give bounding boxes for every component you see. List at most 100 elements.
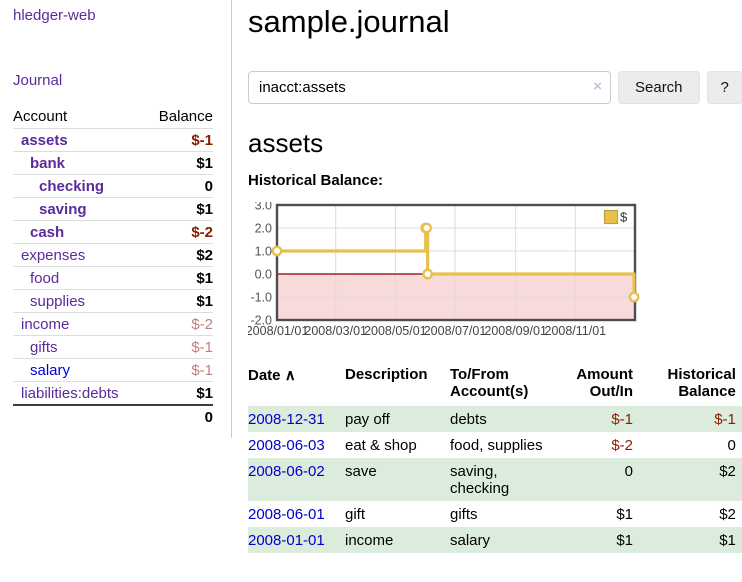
transaction-accounts: salary [450,531,491,549]
account-link-cash[interactable]: cash [30,224,65,241]
main-content: sample.journal × Search ? assets Histori… [232,0,742,553]
svg-text:-2.0: -2.0 [250,313,272,327]
transaction-date-link[interactable]: 2008-06-01 [248,505,325,523]
transaction-date-link[interactable]: 2008-01-01 [248,531,325,549]
account-link-saving[interactable]: saving [39,201,87,218]
page-title: sample.journal [248,4,450,39]
account-link-bank[interactable]: bank [30,155,66,172]
sidebar: hledger-web Journal Account Balance asse… [0,0,232,438]
account-row-assets: assets $-1 [13,128,213,152]
transaction-accounts: saving, checking [450,462,510,497]
transaction-accounts: food, supplies [450,436,543,454]
date-column-header[interactable]: Date ∧ [248,366,296,384]
clear-search-icon[interactable]: × [593,77,602,95]
transaction-description: eat & shop [345,436,417,454]
account-balance: 0 [145,174,213,198]
transaction-date-link[interactable]: 2008-06-02 [248,462,325,480]
transaction-date-link[interactable]: 2008-12-31 [248,410,325,428]
account-link-expenses[interactable]: expenses [21,247,86,264]
amount-column-header: Amount Out/In [576,365,633,400]
svg-text:2008/03/01: 2008/03/01 [304,324,367,338]
transaction-amount: $-2 [611,436,633,454]
account-balance: $1 [145,197,213,221]
transaction-balance: $1 [719,531,736,549]
account-balance: $-1 [145,335,213,359]
svg-text:2008/11/01: 2008/11/01 [545,324,607,338]
account-link-food[interactable]: food [30,270,60,287]
account-heading: assets [248,127,324,158]
register-row: 2008-06-02 save saving, checking 0 $2 [248,457,742,501]
account-row-income: income $-2 [13,312,213,336]
search-input[interactable] [248,70,611,104]
svg-text:2008/01/01: 2008/01/01 [248,324,308,338]
transaction-accounts: debts [450,410,487,428]
account-balance: $2 [145,243,213,267]
account-balance: $-1 [145,358,213,382]
svg-text:2008/07/01: 2008/07/01 [424,324,487,338]
svg-text:2.0: 2.0 [255,221,272,235]
transaction-accounts: gifts [450,505,478,523]
brand-link[interactable]: hledger-web [13,7,96,24]
account-balance: $1 [145,266,213,290]
account-row-cash: cash $-2 [13,220,213,244]
svg-text:0.0: 0.0 [255,267,272,281]
account-row-expenses: expenses $2 [13,243,213,267]
accounts-table: Account Balance assets $-1 bank $1 check… [13,105,213,429]
svg-text:$: $ [620,209,628,224]
transaction-balance: $2 [719,505,736,523]
account-balance: $-2 [145,312,213,336]
account-link-supplies[interactable]: supplies [30,293,86,310]
account-link-liabilities-debts[interactable]: liabilities:debts [21,385,119,402]
account-link-assets[interactable]: assets [21,132,68,149]
transaction-amount: $1 [616,531,633,549]
accounts-column-header: To/From Account(s) [450,365,529,400]
accounts-header-row: Account Balance [13,105,213,129]
account-row-saving: saving $1 [13,197,213,221]
transaction-amount: $-1 [611,410,633,428]
register-row: 2008-01-01 income salary $1 $1 [248,526,742,553]
account-row-bank: bank $1 [13,151,213,175]
register-row: 2008-06-03 eat & shop food, supplies $-2… [248,432,742,458]
account-row-checking: checking 0 [13,174,213,198]
balance-column-header: Balance [158,108,213,125]
search-form: × Search ? [248,70,742,104]
help-button[interactable]: ? [706,70,742,104]
register-table: Date ∧ Description To/From Account(s) Am… [248,364,742,553]
account-balance: $1 [145,381,213,405]
transaction-balance: $2 [719,462,736,480]
register-header-row: Date ∧ Description To/From Account(s) Am… [248,364,742,406]
account-balance: $-1 [145,128,213,152]
account-balance: $1 [145,151,213,175]
accounts-total-balance: 0 [145,404,213,429]
description-column-header: Description [345,365,428,383]
transaction-balance: 0 [727,436,736,454]
account-link-income[interactable]: income [21,316,70,333]
journal-link[interactable]: Journal [13,72,63,89]
transaction-amount: $1 [616,505,633,523]
transaction-date-link[interactable]: 2008-06-03 [248,436,325,454]
register-row: 2008-12-31 pay off debts $-1 $-1 [248,405,742,432]
transaction-description: income [345,531,394,549]
account-row-food: food $1 [13,266,213,290]
account-column-header: Account [13,108,68,125]
transaction-balance: $-1 [714,410,736,428]
historical-balance-chart: $3.0 2.0 1.0 0.0 -1.0 -2.0 2008/01/01 2008/03/0… [246,198,640,342]
account-link-checking[interactable]: checking [39,178,105,195]
accounts-total-row: 0 [13,404,213,429]
transaction-description: gift [345,505,366,523]
account-link-gifts[interactable]: gifts [30,339,58,356]
search-button[interactable]: Search [618,70,700,104]
balance-column-header: Historical Balance [667,365,736,400]
transaction-description: save [345,462,377,480]
svg-text:3.0: 3.0 [255,202,272,213]
account-balance: $-2 [145,220,213,244]
sort-ascending-icon: ∧ [284,366,296,384]
account-link-salary[interactable]: salary [30,362,71,379]
account-row-supplies: supplies $1 [13,289,213,313]
chart-title: Historical Balance: [248,171,384,189]
svg-text:2008/05/01: 2008/05/01 [364,324,427,338]
register-row: 2008-06-01 gift gifts $1 $2 [248,501,742,527]
svg-text:2008/09/01: 2008/09/01 [484,324,547,338]
svg-text:-1.0: -1.0 [250,290,272,304]
